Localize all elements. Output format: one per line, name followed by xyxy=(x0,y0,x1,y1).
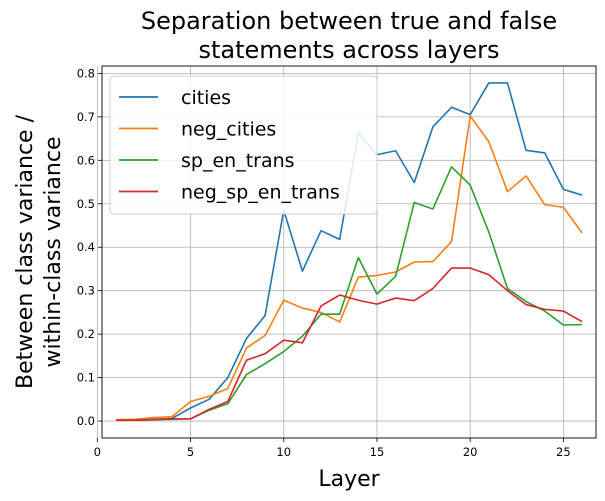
y-tick-label: 0.7 xyxy=(77,110,95,124)
x-axis-label-text: Layer xyxy=(318,467,380,492)
x-tick-label: 10 xyxy=(276,445,291,459)
series-line-neg-sp-en-trans xyxy=(115,267,583,421)
legend-item-cities: cities xyxy=(119,87,231,109)
y-tick-label: 0.8 xyxy=(77,66,95,80)
legend-label: neg_sp_en_trans xyxy=(181,182,340,204)
legend-box xyxy=(109,75,378,215)
y-tick-label: 0.2 xyxy=(77,327,95,341)
x-tick-label: 15 xyxy=(370,445,385,459)
legend-item-neg-sp-en-trans: neg_sp_en_trans xyxy=(119,182,340,204)
x-tick-label: 5 xyxy=(187,445,194,459)
legend-label: cities xyxy=(181,87,231,109)
y-axis-label: Between class variance / within-class var… xyxy=(13,114,66,389)
plot-frame xyxy=(101,65,597,439)
x-tick-label: 25 xyxy=(556,445,571,459)
y-axis-label-line: within-class variance xyxy=(41,137,66,368)
chart-title: Separation between true and falsestateme… xyxy=(141,7,557,64)
legend-label: sp_en_trans xyxy=(181,150,295,172)
y-tick-label: 0.4 xyxy=(77,240,95,254)
y-axis-ticks: 0.0 0.1 0.2 0.3 0.4 0.5 0.6 0.7 0.8 xyxy=(77,66,102,428)
series-line-neg-cities xyxy=(115,115,583,421)
x-tick-label: 0 xyxy=(94,445,101,459)
legend-item-neg-cities: neg_cities xyxy=(119,119,276,141)
x-axis-ticks: 0 5 10 15 20 25 xyxy=(94,438,571,459)
legend: cities neg_cities sp_en_trans neg_sp_en_tra… xyxy=(109,75,378,215)
y-tick-label: 0.3 xyxy=(77,284,95,298)
y-tick-label: 0.1 xyxy=(77,371,95,385)
y-tick-label: 0.5 xyxy=(77,197,95,211)
x-tick-label: 20 xyxy=(463,445,478,459)
y-tick-label: 0.6 xyxy=(77,153,95,167)
x-axis-label: Layer xyxy=(318,467,380,492)
chart-title-line: Separation between true and false xyxy=(141,7,557,35)
legend-item-sp-en-trans: sp_en_trans xyxy=(119,150,295,172)
legend-label: neg_cities xyxy=(181,119,276,141)
y-tick-label: 0.0 xyxy=(77,414,95,428)
chart-title-line: statements across layers xyxy=(199,36,500,64)
y-axis-label-line: Between class variance / xyxy=(13,114,38,389)
